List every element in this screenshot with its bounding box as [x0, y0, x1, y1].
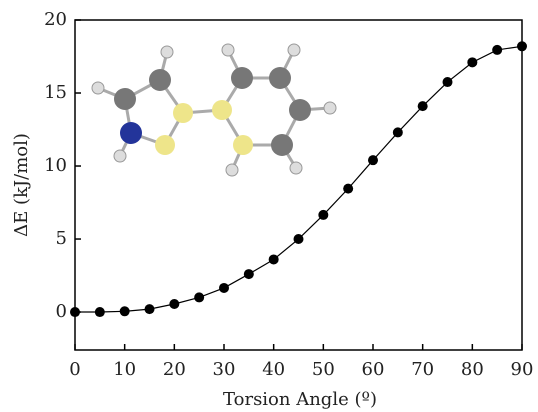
data-point	[70, 307, 80, 317]
data-point	[269, 254, 279, 264]
x-tick-label: 60	[362, 359, 385, 380]
data-point	[368, 155, 378, 165]
y-tick-label: 10	[44, 155, 67, 176]
data-point	[343, 184, 353, 194]
x-tick-label: 40	[262, 359, 285, 380]
data-point	[294, 234, 304, 244]
x-tick-label: 50	[312, 359, 335, 380]
data-point	[393, 127, 403, 137]
data-point	[219, 283, 229, 293]
data-point	[492, 45, 502, 55]
data-point	[169, 299, 179, 309]
molecule-inset	[92, 44, 336, 176]
data-point	[145, 304, 155, 314]
series-line	[75, 46, 522, 312]
data-point	[517, 41, 527, 51]
x-tick-label: 0	[69, 359, 80, 380]
data-point	[120, 306, 130, 316]
data-point	[318, 210, 328, 220]
chart: Torsion Angle (º) ΔE (kJ/mol) 0 5 10 15 20 0 1…	[0, 0, 538, 412]
y-tick-label: 5	[56, 228, 67, 249]
data-point	[467, 57, 477, 67]
y-tick-label: 15	[44, 82, 67, 103]
data-point	[418, 101, 428, 111]
data-point	[194, 292, 204, 302]
y-tick-label: 20	[44, 9, 67, 30]
x-tick-label: 90	[511, 359, 534, 380]
y-axis-label: ΔE (kJ/mol)	[11, 133, 32, 237]
x-axis-label: Torsion Angle (º)	[223, 389, 377, 410]
y-tick-label: 0	[56, 301, 67, 322]
x-tick-label: 30	[213, 359, 236, 380]
x-tick-label: 70	[411, 359, 434, 380]
x-tick-label: 10	[113, 359, 136, 380]
plot-frame	[75, 20, 522, 350]
data-point	[244, 269, 254, 279]
data-point	[443, 77, 453, 87]
x-tick-label: 80	[461, 359, 484, 380]
data-point	[95, 307, 105, 317]
x-tick-label: 20	[163, 359, 186, 380]
